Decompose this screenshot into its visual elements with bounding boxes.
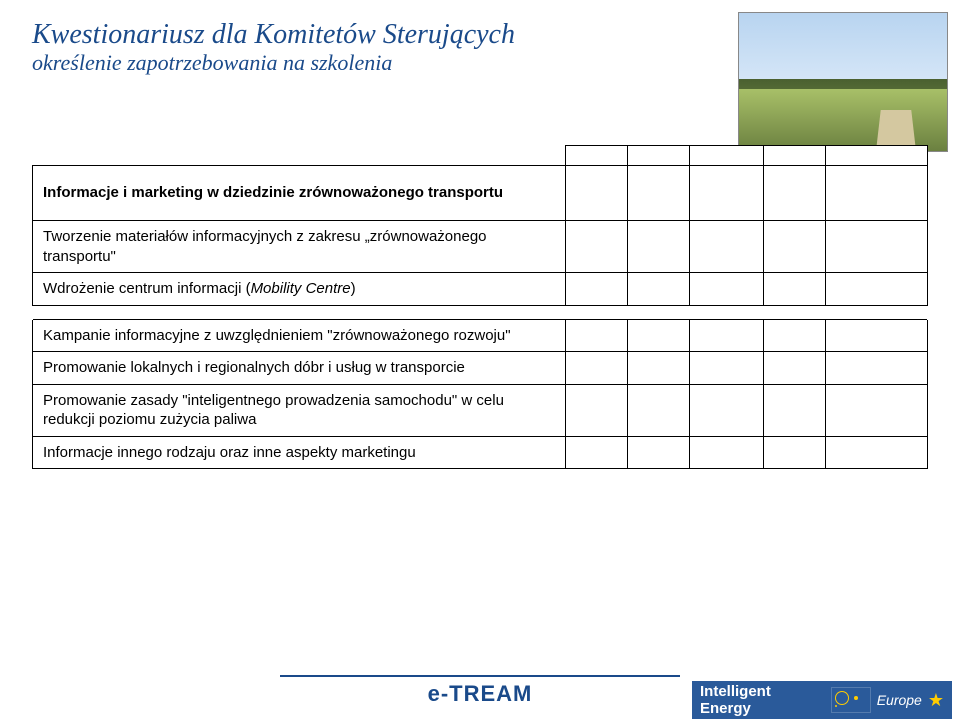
table-cell bbox=[628, 384, 690, 436]
badge-region: Europe bbox=[877, 692, 922, 708]
section-header: Informacje i marketing w dziedzinie zrów… bbox=[33, 166, 566, 221]
table-cell bbox=[689, 273, 763, 306]
table-cell bbox=[764, 273, 826, 306]
table-cell bbox=[628, 146, 690, 166]
table-cell bbox=[764, 436, 826, 469]
table-cell bbox=[826, 221, 928, 273]
table-cell bbox=[566, 319, 628, 352]
eu-flag-icon bbox=[831, 687, 871, 713]
table-cell bbox=[566, 352, 628, 385]
table-cell bbox=[826, 319, 928, 352]
header-photo bbox=[738, 12, 948, 152]
table-cell bbox=[689, 384, 763, 436]
table-cell bbox=[826, 166, 928, 221]
table-cell bbox=[689, 436, 763, 469]
table-cell bbox=[689, 221, 763, 273]
brand-logo: e-TREAM bbox=[428, 681, 533, 707]
table-cell bbox=[826, 352, 928, 385]
table-row-label: Informacje innego rodzaju oraz inne aspe… bbox=[33, 436, 566, 469]
table-cell bbox=[628, 221, 690, 273]
table-cell bbox=[764, 319, 826, 352]
table-cell bbox=[764, 352, 826, 385]
table-cell bbox=[628, 436, 690, 469]
table-cell bbox=[689, 166, 763, 221]
table-cell bbox=[628, 166, 690, 221]
footer-divider bbox=[280, 675, 680, 677]
table-cell bbox=[566, 166, 628, 221]
table-cell bbox=[689, 352, 763, 385]
badge-text: Intelligent Energy bbox=[700, 683, 825, 717]
table-cell bbox=[764, 146, 826, 166]
table-cell bbox=[764, 166, 826, 221]
table-row-label: Tworzenie materiałów informacyjnych z za… bbox=[33, 221, 566, 273]
table-cell bbox=[566, 273, 628, 306]
star-icon: ★ bbox=[928, 690, 944, 711]
table-row-label: Wdrożenie centrum informacji (Mobility C… bbox=[33, 273, 566, 306]
table-cell bbox=[566, 436, 628, 469]
table-cell bbox=[689, 146, 763, 166]
footer: e-TREAM Intelligent Energy Europe ★ bbox=[0, 675, 960, 725]
table-cell bbox=[689, 319, 763, 352]
table-cell bbox=[764, 384, 826, 436]
table-cell bbox=[566, 384, 628, 436]
table-row-label: Kampanie informacyjne z uwzględnieniem "… bbox=[33, 319, 566, 352]
table-cell bbox=[566, 146, 628, 166]
table-cell bbox=[826, 384, 928, 436]
intelligent-energy-badge: Intelligent Energy Europe ★ bbox=[692, 681, 952, 719]
table-cell bbox=[566, 221, 628, 273]
table-row-label: Promowanie lokalnych i regionalnych dóbr… bbox=[33, 352, 566, 385]
table-cell bbox=[826, 436, 928, 469]
table-cell bbox=[826, 146, 928, 166]
table-cell bbox=[764, 221, 826, 273]
questionnaire-table: Informacje i marketing w dziedzinie zrów… bbox=[32, 145, 928, 469]
table-cell bbox=[628, 273, 690, 306]
table-row-label: Promowanie zasady "inteligentnego prowad… bbox=[33, 384, 566, 436]
table-cell bbox=[628, 352, 690, 385]
table-cell bbox=[826, 273, 928, 306]
table-cell bbox=[628, 319, 690, 352]
